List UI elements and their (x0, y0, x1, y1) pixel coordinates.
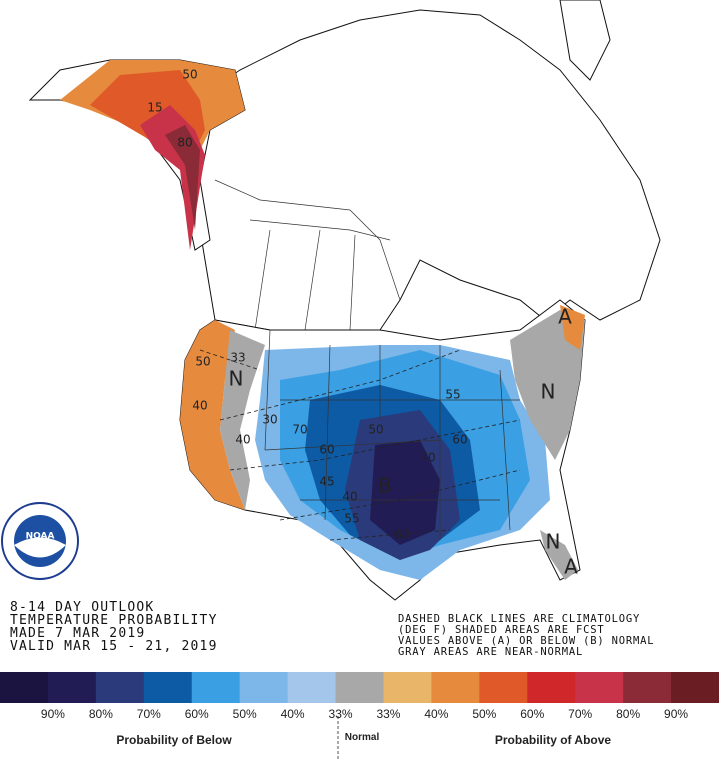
legend-swatch (239, 672, 289, 703)
legend-label: 33% (376, 707, 400, 721)
legend-swatch (671, 672, 719, 703)
legend-below-title: Probability of Below (116, 733, 232, 747)
note-line: (DEG F) SHADED AREAS ARE FCST (398, 624, 605, 636)
map-label: 60 (394, 528, 409, 542)
logo-text: NOAA (26, 532, 55, 542)
legend-label: 90% (41, 707, 65, 721)
outlook-line: VALID MAR 15 - 21, 2019 (10, 639, 218, 654)
map-label: 45 (319, 475, 334, 489)
map-label: 50 (195, 355, 210, 369)
note-line: GRAY AREAS ARE NEAR-NORMAL (398, 646, 583, 658)
legend-label: 40% (281, 707, 305, 721)
map-label: 70 (292, 423, 307, 437)
legend-normal-title: Normal (345, 732, 380, 743)
map-label: 60 (452, 433, 467, 447)
alaska-shading (60, 60, 245, 250)
legend-swatch (383, 672, 432, 703)
notes-text: DASHED BLACK LINES ARE CLIMATOLOGY(DEG F… (398, 613, 654, 658)
legend-swatch (47, 672, 97, 703)
note-line: VALUES ABOVE (A) OR BELOW (B) NORMAL (398, 635, 654, 647)
legend-label: 33% (329, 707, 353, 721)
map-label: 55 (344, 512, 359, 526)
legend-label: 70% (568, 707, 592, 721)
map-label: 70 (420, 451, 435, 465)
map-label: 40 (342, 490, 357, 504)
legend-swatch (0, 672, 49, 703)
legend-label: 50% (472, 707, 496, 721)
legend-swatch (191, 672, 241, 703)
outlook-line: TEMPERATURE PROBABILITY (10, 613, 218, 628)
legend-swatch (143, 672, 193, 703)
legend-above-title: Probability of Above (495, 733, 612, 747)
legend-swatch (335, 672, 384, 703)
map-label: 55 (445, 388, 460, 402)
outlook-line: 8-14 DAY OUTLOOK (10, 600, 154, 615)
us-shading (179, 299, 586, 601)
legend-label: 70% (137, 707, 161, 721)
map-label: 33 (230, 351, 245, 365)
outlook-line: MADE 7 MAR 2019 (10, 626, 145, 641)
legend-swatch (479, 672, 528, 703)
legend-swatch (287, 672, 337, 703)
land (28, 0, 661, 331)
map-label: N (229, 367, 244, 391)
legend-swatch (623, 672, 672, 703)
legend-swatch (575, 672, 624, 703)
legend-label: 60% (185, 707, 209, 721)
noaa-logo: NOAA (1, 502, 79, 580)
map-label: 50 (368, 423, 383, 437)
legend-swatch (431, 672, 480, 703)
legend-label: 40% (424, 707, 448, 721)
legend-label: 50% (233, 707, 257, 721)
map-label: 80 (177, 136, 192, 150)
map-label: 60 (319, 443, 334, 457)
legend-label: 60% (520, 707, 544, 721)
legend: Probability of Below Normal Probability … (0, 672, 719, 760)
map-label: N (546, 530, 561, 554)
map-label: B (378, 474, 392, 498)
map-label: A (558, 305, 572, 329)
legend-swatch (527, 672, 576, 703)
map-label: 30 (262, 413, 277, 427)
legend-label: 80% (616, 707, 640, 721)
map-labels: 50158033N5040304060454070B556050556070NA… (147, 68, 578, 579)
map-label: 40 (192, 399, 207, 413)
map-label: N (541, 380, 556, 404)
note-line: DASHED BLACK LINES ARE CLIMATOLOGY (398, 613, 640, 625)
map-label: A (564, 555, 578, 579)
map-label: 40 (235, 433, 250, 447)
legend-swatch (95, 672, 145, 703)
map-label: 50 (182, 68, 197, 82)
legend-label: 80% (89, 707, 113, 721)
map-label: 15 (147, 101, 162, 115)
legend-label: 90% (664, 707, 688, 721)
